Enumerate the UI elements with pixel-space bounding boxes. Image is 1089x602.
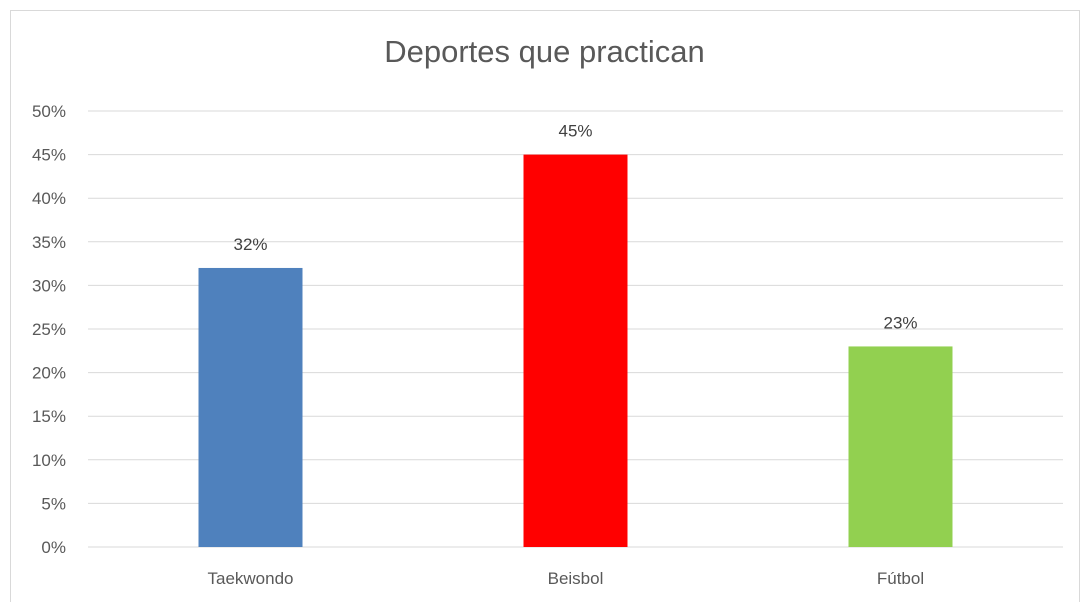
x-tick-label: Beisbol	[548, 569, 604, 588]
y-tick-label: 50%	[32, 102, 66, 121]
y-tick-label: 35%	[32, 233, 66, 252]
data-labels: 32% 45% 23%	[233, 122, 917, 333]
y-tick-label: 15%	[32, 407, 66, 426]
x-tick-label: Taekwondo	[207, 569, 293, 588]
x-axis: Taekwondo Beisbol Fútbol	[207, 569, 924, 588]
data-label: 23%	[883, 313, 917, 332]
x-tick-label: Fútbol	[877, 569, 924, 588]
y-tick-label: 25%	[32, 320, 66, 339]
bars	[198, 154, 953, 547]
bar-fútbol	[848, 346, 953, 547]
y-tick-label: 0%	[41, 538, 66, 557]
y-axis: 0% 5% 10% 15% 20% 25% 30% 35% 40% 45% 50%	[32, 102, 66, 557]
y-tick-label: 5%	[41, 494, 66, 513]
y-tick-label: 30%	[32, 276, 66, 295]
y-tick-label: 20%	[32, 364, 66, 383]
y-tick-label: 45%	[32, 146, 66, 165]
y-tick-label: 40%	[32, 189, 66, 208]
chart-title: Deportes que practican	[384, 34, 705, 69]
y-tick-label: 10%	[32, 451, 66, 470]
bar-taekwondo	[198, 267, 303, 547]
data-label: 45%	[558, 122, 592, 141]
data-label: 32%	[233, 235, 267, 254]
bar-beisbol	[523, 154, 628, 547]
